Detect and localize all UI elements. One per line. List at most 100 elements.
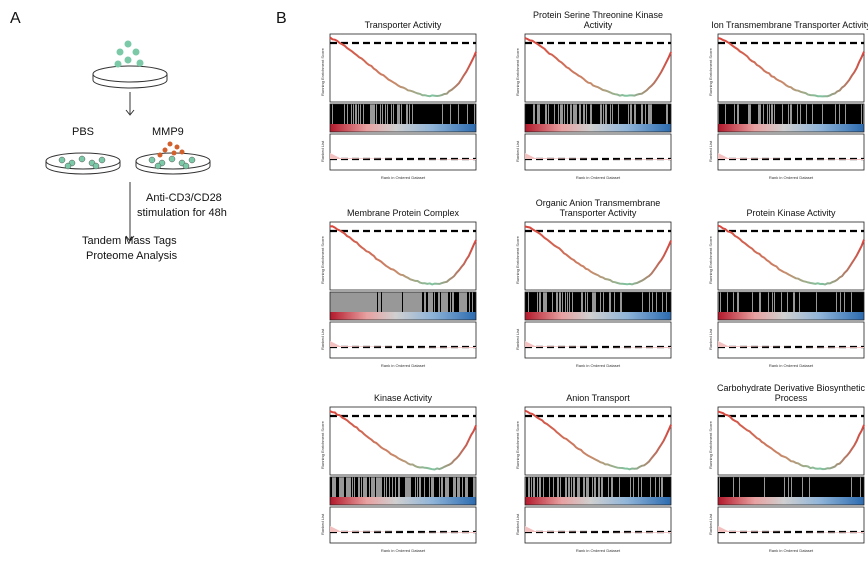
- y-axis-label: Ranked List: [708, 328, 713, 350]
- y-axis-label: Ranked List: [515, 513, 520, 535]
- y-axis-label: Running Enrichment Score: [320, 48, 325, 96]
- plot-frame: [329, 321, 477, 359]
- ranked-fill: [718, 153, 864, 160]
- x-axis-label: Rank in Ordered Dataset: [768, 363, 814, 368]
- y-axis-label: Running Enrichment Score: [320, 236, 325, 284]
- y-axis-label: Ranked List: [515, 140, 520, 162]
- barcode: [330, 477, 476, 497]
- plot-frame: [717, 33, 865, 103]
- plot-frame: [524, 506, 672, 544]
- plot-title: Organic Anion Transmembrane Transporter …: [535, 198, 661, 218]
- y-axis-label: Ranked List: [708, 513, 713, 535]
- plot-frame: [329, 133, 477, 171]
- plot-title: Kinase Activity: [373, 393, 433, 403]
- enrichment-curve: [329, 36, 477, 98]
- heat-strip: [525, 312, 671, 320]
- enrichment-curve: [329, 225, 477, 286]
- plot-frame: [329, 291, 477, 321]
- plot-frame: [524, 33, 672, 103]
- plot-frame: [717, 406, 865, 476]
- ranked-fill: [525, 153, 671, 160]
- y-axis-label: Running Enrichment Score: [515, 48, 520, 96]
- plot-frame: [524, 221, 672, 291]
- y-axis-label: Running Enrichment Score: [320, 421, 325, 469]
- y-axis-label: Ranked List: [320, 140, 325, 162]
- x-axis-label: Rank in Ordered Dataset: [575, 175, 621, 180]
- plot-frame: [524, 321, 672, 359]
- x-axis-label: Rank in Ordered Dataset: [575, 363, 621, 368]
- y-axis-label: Running Enrichment Score: [708, 48, 713, 96]
- barcode: [330, 104, 476, 124]
- y-axis-label: Running Enrichment Score: [708, 236, 713, 284]
- panel-label: A: [10, 10, 21, 27]
- y-axis-label: Running Enrichment Score: [708, 421, 713, 469]
- barcode: [525, 104, 671, 124]
- plot-frame: [524, 291, 672, 321]
- ranked-fill: [330, 341, 476, 348]
- plot-title: Transporter Activity: [364, 20, 442, 30]
- ranked-fill: [718, 526, 864, 533]
- barcode: [718, 104, 864, 124]
- plot-frame: [717, 506, 865, 544]
- step-text: Anti-CD3/CD28: [146, 192, 222, 204]
- enrichment-curve: [717, 224, 865, 286]
- heat-strip: [330, 497, 476, 505]
- plot-title: Ion Transmembrane Transporter Activity: [711, 20, 868, 30]
- barcode: [330, 292, 476, 312]
- plot-frame: [329, 33, 477, 103]
- ranked-fill: [525, 526, 671, 533]
- group-label: PBS: [72, 126, 95, 138]
- barcode: [718, 292, 864, 312]
- plot-frame: [717, 133, 865, 171]
- plot-frame: [329, 103, 477, 133]
- group-label: MMP9: [152, 126, 184, 138]
- x-axis-label: Rank in Ordered Dataset: [768, 548, 814, 553]
- step-text: Tandem Mass Tags: [82, 235, 177, 247]
- panel-label: B: [276, 10, 287, 27]
- plot-frame: [717, 321, 865, 359]
- x-axis-label: Rank in Ordered Dataset: [380, 175, 426, 180]
- x-axis-label: Rank in Ordered Dataset: [575, 548, 621, 553]
- x-axis-label: Rank in Ordered Dataset: [380, 548, 426, 553]
- ranked-fill: [718, 341, 864, 348]
- plot-title: Membrane Protein Complex: [346, 208, 460, 218]
- enrichment-curve: [524, 37, 672, 97]
- heat-strip: [525, 497, 671, 505]
- heat-strip: [718, 312, 864, 320]
- step-text: stimulation for 48h: [137, 207, 227, 219]
- y-axis-label: Running Enrichment Score: [515, 421, 520, 469]
- plot-title: Carbohydrate Derivative Biosynthetic Pro…: [716, 383, 866, 403]
- enrichment-curve: [717, 37, 865, 98]
- x-axis-label: Rank in Ordered Dataset: [380, 363, 426, 368]
- plot-frame: [524, 133, 672, 171]
- barcode: [525, 477, 671, 497]
- plot-frame: [524, 406, 672, 476]
- barcode: [525, 292, 671, 312]
- diagram-a: [45, 40, 211, 242]
- plot-frame: [717, 476, 865, 506]
- y-axis-label: Ranked List: [320, 328, 325, 350]
- plot-frame: [717, 103, 865, 133]
- plot-frame: [524, 476, 672, 506]
- enrichment-curve: [524, 409, 672, 471]
- y-axis-label: Ranked List: [708, 140, 713, 162]
- enrichment-curve: [329, 410, 477, 471]
- plot-frame: [329, 221, 477, 291]
- plot-title: Anion Transport: [566, 393, 630, 403]
- heat-strip: [330, 124, 476, 132]
- heat-strip: [718, 497, 864, 505]
- plot-frame: [329, 406, 477, 476]
- plot-title: Protein Serine Threonine Kinase Activity: [533, 10, 663, 30]
- plot-frame: [329, 506, 477, 544]
- heat-strip: [330, 312, 476, 320]
- y-axis-label: Ranked List: [320, 513, 325, 535]
- plot-frame: [524, 103, 672, 133]
- plot-frame: [329, 476, 477, 506]
- enrichment-curve: [717, 410, 865, 471]
- ranked-fill: [525, 341, 671, 348]
- y-axis-label: Running Enrichment Score: [515, 236, 520, 284]
- ranked-fill: [330, 153, 476, 160]
- step-text: Proteome Analysis: [86, 250, 178, 262]
